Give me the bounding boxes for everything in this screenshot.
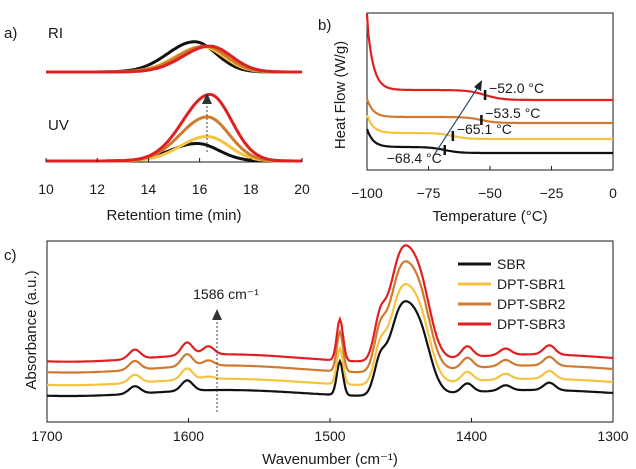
tg-trend-line [433, 83, 481, 156]
panel-b-tick-label: 0 [609, 185, 617, 201]
tg-label-sbr: −68.4 °C [387, 150, 442, 166]
panel-c: c) 1700 1600 1500 1400 1300 Wavenumber (cm⁻¹… [4, 240, 629, 468]
panel-c-y-label: Absorbance (a.u.) [23, 270, 40, 389]
panel-b-line-dpt-sbr1 [365, 114, 613, 141]
panel-a-tick-label: 10 [38, 181, 54, 197]
panel-b-line-dpt-sbr3 [365, 13, 613, 102]
panel-c-legend: SBR DPT-SBR1 DPT-SBR2 DPT-SBR3 [458, 256, 566, 332]
ri-label: RI [48, 25, 63, 42]
panel-a-uv-line-dpt-sbr3 [46, 92, 302, 163]
panel-c-curves [46, 244, 614, 398]
peak-arrow-icon [212, 309, 222, 320]
panel-c-line-dpt-sbr2 [47, 260, 614, 374]
panel-b-label: b) [318, 17, 331, 34]
panel-b-tick-label: −75 [417, 185, 441, 201]
panel-c-line-dpt-sbr1 [47, 282, 614, 387]
uv-trend-arrow-icon [202, 93, 212, 104]
panel-a-ri-line-dpt-sbr3 [46, 44, 302, 74]
panel-c-tick-label: 1400 [456, 428, 487, 444]
tg-label-dpt-sbr1: −65.1 °C [457, 121, 512, 137]
panel-a-x-ticks: 10 12 14 16 18 20 [38, 158, 310, 197]
panel-c-line-sbr [46, 300, 614, 398]
panel-b-tick-label: −100 [351, 185, 383, 201]
panel-c-tick-label: 1500 [314, 428, 345, 444]
legend-label-sbr: SBR [497, 256, 526, 272]
panel-c-tick-label: 1700 [31, 428, 62, 444]
panel-a-uv-line-dpt-sbr2 [46, 115, 302, 163]
panel-a-tick-label: 16 [192, 181, 208, 197]
panel-b-x-ticks: −100 −75 −50 −25 0 [351, 166, 617, 201]
panel-c-tick-label: 1300 [597, 428, 628, 444]
peak-annotation: 1586 cm⁻¹ [193, 286, 259, 302]
panel-a-tick-label: 20 [294, 181, 310, 197]
panel-c-label: c) [4, 247, 17, 264]
panel-b-tick-label: −25 [540, 185, 564, 201]
panel-a-curves [46, 40, 302, 163]
panel-b-line-sbr [365, 128, 613, 155]
panel-c-line-dpt-sbr3 [46, 244, 614, 363]
panel-b: b) −100 −75 −50 −25 0 Temperature (°C) Heat … [318, 12, 617, 225]
panel-a-tick-label: 18 [243, 181, 259, 197]
panel-a-x-label: Retention time (min) [106, 207, 241, 224]
panel-b-line-dpt-sbr2 [365, 98, 613, 125]
panel-a: a) RI UV 10 12 14 16 18 20 Retention time (mi… [4, 25, 310, 224]
legend-label-dpt-sbr3: DPT-SBR3 [497, 316, 566, 332]
panel-b-y-label: Heat Flow (W/g) [332, 41, 349, 149]
panel-b-annotations: −52.0 °C −53.5 °C−65.1 °C −68.4 °C [387, 80, 544, 166]
panel-c-tick-label: 1600 [173, 428, 204, 444]
panel-c-x-label: Wavenumber (cm⁻¹) [262, 451, 398, 468]
uv-label: UV [48, 117, 69, 134]
panel-b-tick-label: −50 [478, 185, 502, 201]
panel-a-tick-label: 12 [89, 181, 105, 197]
panel-b-x-label: Temperature (°C) [432, 208, 547, 225]
legend-label-dpt-sbr2: DPT-SBR2 [497, 296, 566, 312]
tg-trend-arrow-icon [474, 80, 482, 91]
legend-label-dpt-sbr1: DPT-SBR1 [497, 276, 566, 292]
panel-a-label: a) [4, 25, 17, 42]
tg-label-dpt-sbr2: −53.5 °C [485, 105, 540, 121]
panel-c-x-ticks: 1700 1600 1500 1400 1300 [31, 418, 629, 444]
panel-a-tick-label: 14 [141, 181, 157, 197]
panel-b-curves [365, 13, 613, 155]
tg-label-dpt-sbr3: −52.0 °C [489, 80, 544, 96]
